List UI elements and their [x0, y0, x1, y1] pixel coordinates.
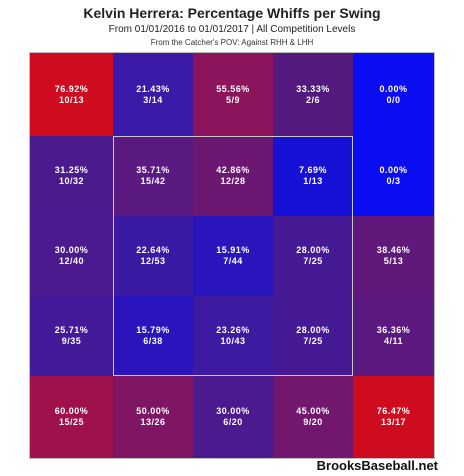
- heatmap-cell-r4-c3: 23.26% 10/43: [193, 296, 273, 376]
- heatmap-cell-r1-c1: 76.92% 10/13: [30, 53, 113, 136]
- heatmap-cell-r2-c3: 42.86% 12/28: [193, 136, 273, 216]
- cell-count-label: 10/13: [58, 94, 85, 105]
- heatmap-cell-r4-c4: 28.00% 7/25: [273, 296, 353, 376]
- heatmap-cell-r1-c2: 21.43% 3/14: [113, 53, 193, 136]
- heatmap-grid: 76.92% 10/13 21.43% 3/14 55.56% 5/9 33.33% 2/6 0…: [30, 53, 434, 458]
- cell-percentage-label: 7.69%: [298, 165, 328, 175]
- cell-count-label: 12/40: [58, 256, 85, 266]
- chart-title: Kelvin Herrera: Percentage Whiffs per Sw…: [83, 5, 381, 21]
- cell-percentage-label: 23.26%: [216, 325, 250, 335]
- heatmap-cell-r5-c5: 76.47% 13/17: [353, 376, 434, 458]
- cell-percentage-label: 55.56%: [216, 83, 250, 94]
- heatmap-cell-r3-c5: 38.46% 5/13: [353, 216, 434, 296]
- cell-count-label: 3/14: [143, 94, 163, 105]
- cell-percentage-label: 45.00%: [296, 406, 330, 416]
- cell-percentage-label: 60.00%: [54, 406, 89, 416]
- heatmap-cell-r2-c1: 31.25% 10/32: [30, 136, 113, 216]
- cell-count-label: 12/53: [140, 256, 166, 266]
- heatmap-cell-r1-c3: 55.56% 5/9: [193, 53, 273, 136]
- cell-percentage-label: 15.79%: [136, 325, 170, 335]
- heatmap-cell-r4-c1: 25.71% 9/35: [30, 296, 113, 376]
- heatmap-cell-r4-c2: 15.79% 6/38: [113, 296, 193, 376]
- cell-count-label: 7/44: [223, 256, 243, 266]
- heatmap-cell-r4-c5: 36.36% 4/11: [353, 296, 434, 376]
- cell-percentage-label: 28.00%: [296, 245, 330, 255]
- cell-count-label: 6/38: [143, 336, 163, 346]
- cell-count-label: 13/26: [140, 417, 166, 427]
- heatmap-cell-r5-c2: 50.00% 13/26: [113, 376, 193, 458]
- heatmap-cell-r5-c4: 45.00% 9/20: [273, 376, 353, 458]
- heatmap-cell-r2-c2: 35.71% 15/42: [113, 136, 193, 216]
- cell-percentage-label: 15.91%: [216, 245, 250, 255]
- heatmap-cell-r1-c5: 0.00% 0/0: [353, 53, 434, 136]
- heatmap-cell-r5-c3: 30.00% 6/20: [193, 376, 273, 458]
- cell-count-label: 0/3: [386, 176, 401, 186]
- cell-percentage-label: 76.92%: [54, 83, 89, 94]
- heatmap-cell-r5-c1: 60.00% 15/25: [30, 376, 113, 458]
- cell-percentage-label: 21.43%: [136, 83, 170, 94]
- heatmap-cell-r2-c5: 0.00% 0/3: [353, 136, 434, 216]
- cell-percentage-label: 35.71%: [136, 165, 170, 175]
- cell-percentage-label: 0.00%: [379, 83, 408, 94]
- cell-percentage-label: 0.00%: [379, 165, 408, 175]
- cell-count-label: 4/11: [383, 336, 404, 346]
- cell-percentage-label: 30.00%: [216, 406, 250, 416]
- heatmap-cell-r3-c4: 28.00% 7/25: [273, 216, 353, 296]
- cell-count-label: 12/28: [220, 176, 246, 186]
- cell-percentage-label: 50.00%: [136, 406, 170, 416]
- cell-count-label: 15/42: [140, 176, 166, 186]
- cell-count-label: 9/20: [303, 417, 323, 427]
- cell-percentage-label: 36.36%: [376, 325, 411, 335]
- heatmap-cell-r3-c1: 30.00% 12/40: [30, 216, 113, 296]
- cell-percentage-label: 33.33%: [296, 83, 330, 94]
- cell-percentage-label: 30.00%: [54, 245, 89, 255]
- cell-count-label: 7/25: [303, 336, 323, 346]
- heatmap-cell-r3-c3: 15.91% 7/44: [193, 216, 273, 296]
- cell-count-label: 1/13: [303, 176, 323, 186]
- cell-count-label: 2/6: [305, 94, 320, 105]
- heatmap-cell-r3-c2: 22.64% 12/53: [113, 216, 193, 296]
- cell-count-label: 5/9: [225, 94, 240, 105]
- cell-percentage-label: 76.47%: [376, 406, 411, 416]
- cell-percentage-label: 28.00%: [296, 325, 330, 335]
- cell-percentage-label: 42.86%: [216, 165, 250, 175]
- heatmap-cell-r2-c4: 7.69% 1/13: [273, 136, 353, 216]
- heatmap-cell-r1-c4: 33.33% 2/6: [273, 53, 353, 136]
- chart-subtitle-pov: From the Catcher's POV: Against RHH & LH…: [150, 38, 314, 47]
- cell-count-label: 10/43: [220, 336, 246, 346]
- cell-count-label: 13/17: [380, 417, 407, 427]
- cell-count-label: 0/0: [386, 94, 401, 105]
- source-credit: BrooksBaseball.net: [316, 458, 438, 473]
- cell-count-label: 10/32: [58, 176, 85, 186]
- cell-percentage-label: 38.46%: [376, 245, 411, 255]
- cell-percentage-label: 22.64%: [136, 245, 170, 255]
- cell-count-label: 7/25: [303, 256, 323, 266]
- cell-percentage-label: 25.71%: [54, 325, 89, 335]
- cell-count-label: 6/20: [223, 417, 243, 427]
- cell-count-label: 5/13: [383, 256, 404, 266]
- chart-subtitle: From 01/01/2016 to 01/01/2017 | All Comp…: [108, 24, 356, 35]
- cell-count-label: 9/35: [61, 336, 82, 346]
- cell-percentage-label: 31.25%: [54, 165, 89, 175]
- cell-count-label: 15/25: [58, 417, 85, 427]
